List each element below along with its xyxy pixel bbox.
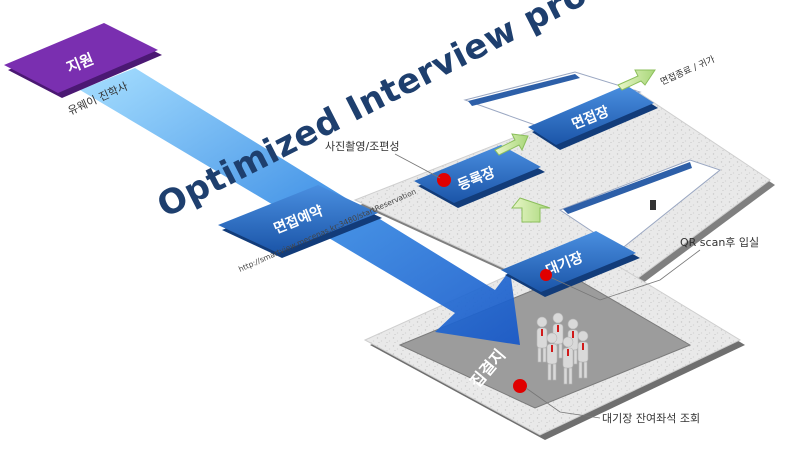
waiting-room-marker [540,269,552,281]
assembly-marker [513,379,527,393]
registration-caption: 사진촬영/조편성 [325,140,400,153]
people-group-icon [536,312,589,385]
assembly-leader [525,387,601,419]
waiting-room-node: 대기장 [501,231,640,297]
registration-marker [437,173,451,187]
green-arrow-to-registration [510,197,551,223]
green-arrow-exit [617,69,656,91]
interview-room-node: 면접장 [528,85,658,150]
apply-node: 지원 [4,23,162,98]
people-ties [541,325,584,356]
reservation-node: 면접예약 [218,185,382,258]
waiting-room-leader [551,249,701,301]
interview-screen-thumbnail [463,71,642,126]
assembly-caption: 대기장 잔여좌석 조회 [602,412,700,425]
green-arrow-to-interview [494,133,529,156]
interview-room-caption: 면접종료 / 귀가 [658,53,716,88]
registration-node: 등록장 [414,145,545,208]
registration-leader [394,153,441,179]
waiting-room-caption: QR scan후 입실 [680,236,759,249]
